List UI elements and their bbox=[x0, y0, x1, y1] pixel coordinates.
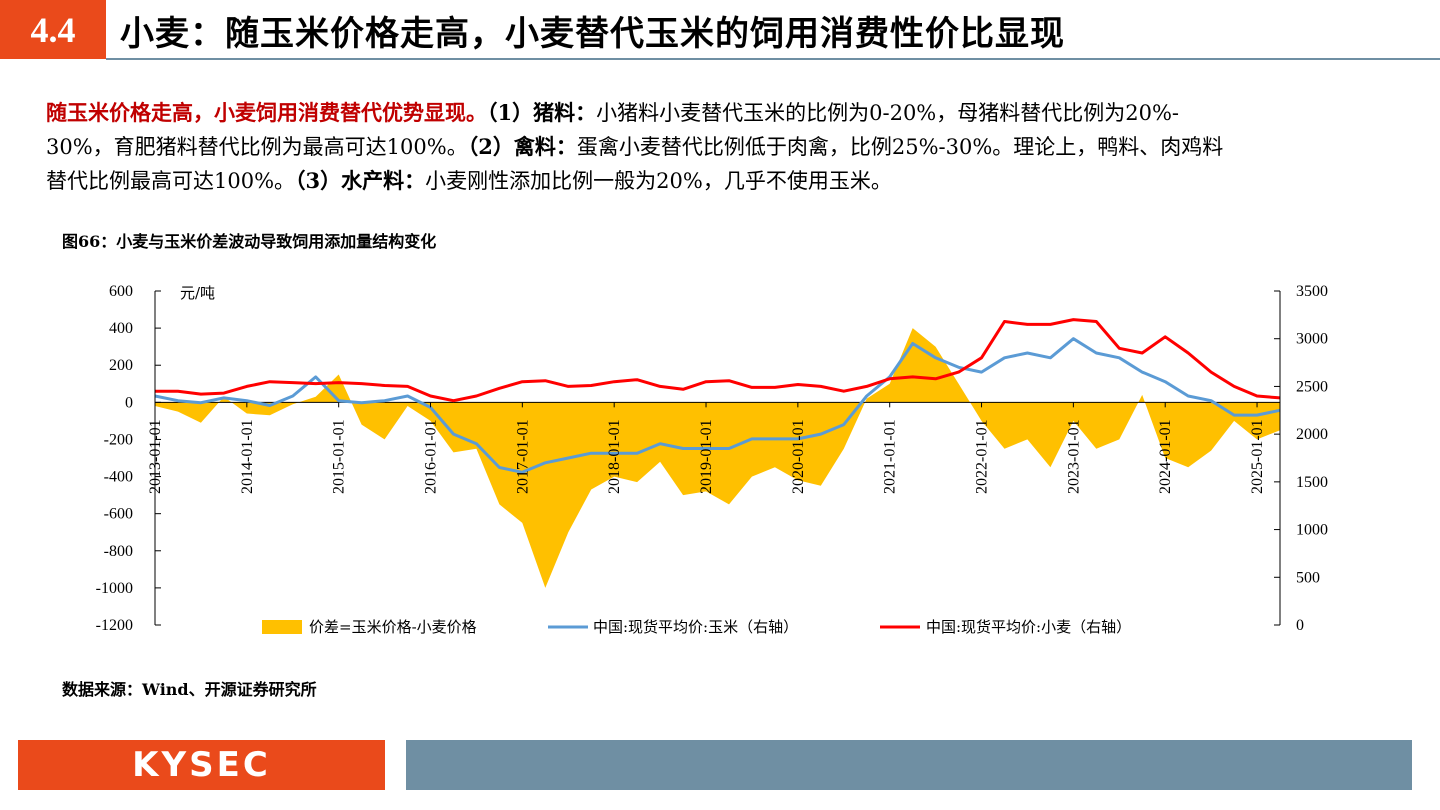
y-right-tick-label: 3500 bbox=[1296, 283, 1328, 300]
x-tick-label: 2017-01-01 bbox=[514, 419, 531, 494]
x-tick-label: 2019-01-01 bbox=[698, 419, 715, 494]
corn-price-line bbox=[154, 337, 1281, 474]
y-left-tick-label: -1200 bbox=[96, 617, 133, 634]
x-tick-label: 2023-01-01 bbox=[1065, 419, 1082, 494]
y-left-tick-label: -200 bbox=[104, 431, 133, 448]
legend-swatch-spread bbox=[262, 620, 302, 634]
paragraph-line: 替代比例最高可达100%。（3）水产料：小麦刚性添加比例一般为20%，几乎不使用… bbox=[46, 164, 1406, 198]
summary-paragraph: 随玉米价格走高，小麦饲用消费替代优势显现。（1）猪料：小猪料小麦替代玉米的比例为… bbox=[46, 96, 1406, 198]
x-tick-label: 2016-01-01 bbox=[423, 419, 440, 494]
paragraph-run: 随玉米价格走高，小麦饲用消费替代优势显现。 bbox=[46, 100, 487, 125]
x-tick-label: 2015-01-01 bbox=[331, 419, 348, 494]
x-tick-label: 2020-01-01 bbox=[790, 419, 807, 494]
legend-label-spread: 价差=玉米价格-小麦价格 bbox=[309, 618, 477, 636]
y-right-tick-label: 1500 bbox=[1296, 474, 1328, 491]
x-tick-label: 2018-01-01 bbox=[606, 419, 623, 494]
y-left-tick-label: -1000 bbox=[96, 580, 133, 597]
paragraph-line: 随玉米价格走高，小麦饲用消费替代优势显现。（1）猪料：小猪料小麦替代玉米的比例为… bbox=[46, 96, 1406, 130]
logo-text: KYSEC bbox=[132, 745, 271, 785]
paragraph-run: （3）水产料： bbox=[295, 168, 426, 193]
legend-label-corn: 中国:现货平均价:玉米（右轴） bbox=[593, 618, 798, 636]
paragraph-run: 蛋禽小麦替代比例低于肉禽，比例25%-30%。理论上，鸭料、肉鸡料 bbox=[576, 135, 1224, 159]
paragraph-run: （2）禽料： bbox=[467, 134, 577, 159]
figure-title: 图66：小麦与玉米价差波动导致饲用添加量结构变化 bbox=[62, 232, 437, 251]
y-left-tick-label: -400 bbox=[104, 469, 133, 486]
page-title: 小麦：随玉米价格走高，小麦替代玉米的饲用消费性价比显现 bbox=[120, 14, 1065, 54]
source-note: 数据来源：Wind、开源证券研究所 bbox=[62, 680, 317, 699]
legend-label-wheat: 中国:现货平均价:小麦（右轴） bbox=[926, 618, 1131, 636]
title-divider bbox=[106, 58, 1440, 60]
kysec-logo: KYSEC bbox=[18, 740, 385, 790]
y-left-tick-label: -800 bbox=[104, 543, 133, 560]
paragraph-run: 替代比例最高可达100%。 bbox=[46, 169, 296, 193]
y-right-tick-label: 1000 bbox=[1296, 522, 1328, 539]
y-unit-label: 元/吨 bbox=[180, 284, 215, 302]
paragraph-run: （1）猪料： bbox=[487, 100, 597, 125]
paragraph-run: 小麦刚性添加比例一般为20%，几乎不使用玉米。 bbox=[425, 169, 892, 193]
x-tick-label: 2014-01-01 bbox=[239, 419, 256, 494]
y-right-tick-label: 500 bbox=[1296, 569, 1320, 586]
y-right-tick-label: 2000 bbox=[1296, 426, 1328, 443]
paragraph-line: 30%，育肥猪料替代比例为最高可达100%。（2）禽料：蛋禽小麦替代比例低于肉禽… bbox=[46, 130, 1406, 164]
footer-bar bbox=[406, 740, 1412, 790]
y-left-tick-label: -600 bbox=[104, 506, 133, 523]
y-left-tick-label: 400 bbox=[109, 320, 133, 337]
paragraph-run: 30%，育肥猪料替代比例为最高可达100%。 bbox=[46, 135, 468, 159]
section-number: 4.4 bbox=[0, 0, 106, 59]
wheat-price-line bbox=[155, 318, 1281, 403]
y-right-tick-label: 2500 bbox=[1296, 378, 1328, 395]
y-left-tick-label: 600 bbox=[109, 283, 133, 300]
spread-area bbox=[155, 328, 1280, 588]
y-right-tick-label: 0 bbox=[1296, 617, 1304, 634]
x-tick-label: 2025-01-01 bbox=[1249, 419, 1266, 494]
x-tick-label: 2013-01-01 bbox=[147, 419, 164, 494]
paragraph-run: 小猪料小麦替代玉米的比例为0-20%，母猪料替代比例为20%- bbox=[596, 101, 1180, 125]
y-right-tick-label: 3000 bbox=[1296, 331, 1328, 348]
y-left-tick-label: 0 bbox=[125, 394, 133, 411]
x-tick-label: 2022-01-01 bbox=[974, 419, 991, 494]
x-tick-label: 2024-01-01 bbox=[1157, 419, 1174, 494]
x-tick-label: 2021-01-01 bbox=[882, 419, 899, 494]
y-left-tick-label: 200 bbox=[109, 357, 133, 374]
